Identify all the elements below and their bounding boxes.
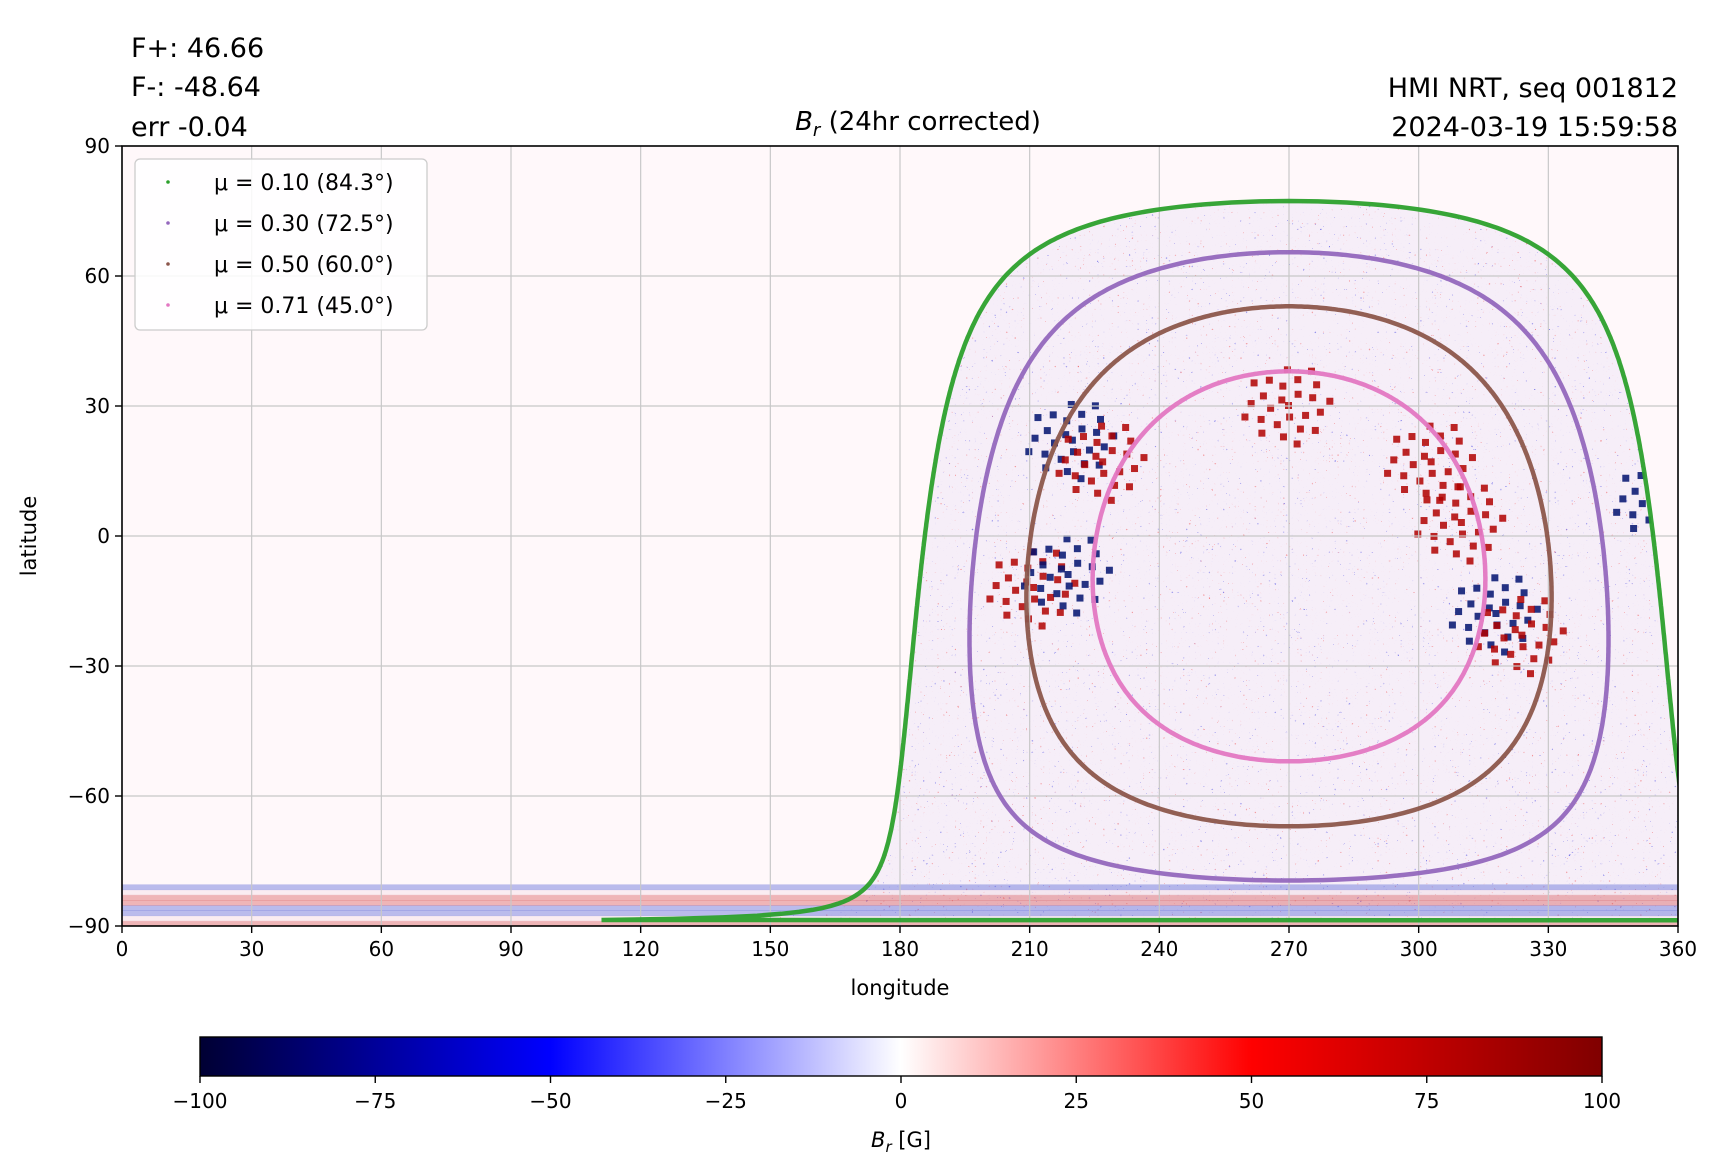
- x-tick-label: 330: [1529, 937, 1567, 961]
- observation-time: 2024-03-19 15:59:58: [1391, 112, 1678, 143]
- colorbar-tick-label: 50: [1239, 1089, 1264, 1113]
- legend-label: μ = 0.71 (45.0°): [214, 294, 394, 319]
- data-source: HMI NRT, seq 001812: [1388, 73, 1678, 104]
- legend-marker: [166, 180, 170, 184]
- mu-contour: [1090, 369, 1488, 764]
- x-tick-label: 60: [369, 937, 394, 961]
- legend-marker: [166, 221, 170, 225]
- x-tick-label: 270: [1270, 937, 1308, 961]
- y-tick-label: −30: [68, 654, 110, 678]
- legend-marker: [166, 303, 170, 307]
- x-axis-ticks: 0 30 60 90 120 150 180 210 240 270 300 330 360: [116, 926, 1697, 961]
- active-region-positive: [1055, 422, 1148, 504]
- x-tick-label: 210: [1011, 937, 1049, 961]
- x-tick-label: 90: [498, 937, 523, 961]
- active-region-positive: [1384, 422, 1476, 504]
- colorbar-tick-label: 75: [1414, 1089, 1439, 1113]
- flux-negative: F-: -48.64: [131, 72, 261, 103]
- colorbar-tick-label: 25: [1064, 1089, 1089, 1113]
- mu-contours: [601, 198, 1678, 923]
- y-tick-label: 30: [85, 394, 110, 418]
- colorbar-tick-label: 100: [1583, 1089, 1621, 1113]
- y-tick-label: 60: [85, 264, 110, 288]
- legend-box: [134, 158, 428, 331]
- y-tick-label: −60: [68, 784, 110, 808]
- mu-contour: [601, 198, 1678, 923]
- y-tick-label: 0: [97, 524, 110, 548]
- colorbar-label: Br [G]: [871, 1128, 931, 1152]
- colorbar-tick-label: −100: [173, 1089, 228, 1113]
- x-tick-label: 120: [622, 937, 660, 961]
- error-value: err -0.04: [131, 112, 248, 143]
- legend-label: μ = 0.30 (72.5°): [214, 212, 394, 237]
- colorbar: −100 −75 −50 −25 0 25 50 75 100 Br [G]: [173, 1036, 1621, 1152]
- legend-label: μ = 0.10 (84.3°): [214, 171, 394, 196]
- x-tick-label: 360: [1659, 937, 1697, 961]
- mu-contour: [967, 249, 1611, 883]
- flux-positive: F+: 46.66: [131, 33, 264, 64]
- x-tick-label: 150: [751, 937, 789, 961]
- x-tick-label: 240: [1140, 937, 1178, 961]
- mu-contour: [1024, 304, 1554, 829]
- legend: μ = 0.10 (84.3°) μ = 0.30 (72.5°) μ = 0.50…: [134, 158, 428, 331]
- colorbar-tick-label: 0: [895, 1089, 908, 1113]
- y-tick-label: 90: [85, 134, 110, 158]
- x-tick-label: 300: [1400, 937, 1438, 961]
- y-axis-ticks: 90 60 30 0 −30 −60 −90: [68, 134, 122, 938]
- colorbar-tick-label: −25: [705, 1089, 747, 1113]
- y-axis-label: latitude: [17, 496, 41, 577]
- chart-title: Br (24hr corrected): [795, 107, 1041, 141]
- colorbar-tick-label: −75: [354, 1089, 396, 1113]
- y-tick-label: −90: [68, 914, 110, 938]
- colorbar-tick-label: −50: [529, 1089, 571, 1113]
- x-tick-label: 0: [116, 937, 129, 961]
- legend-marker: [166, 262, 170, 266]
- x-axis-label: longitude: [851, 976, 950, 1000]
- x-tick-label: 30: [239, 937, 264, 961]
- colorbar-gradient: [199, 1036, 1603, 1077]
- legend-label: μ = 0.50 (60.0°): [214, 253, 394, 278]
- x-tick-label: 180: [881, 937, 919, 961]
